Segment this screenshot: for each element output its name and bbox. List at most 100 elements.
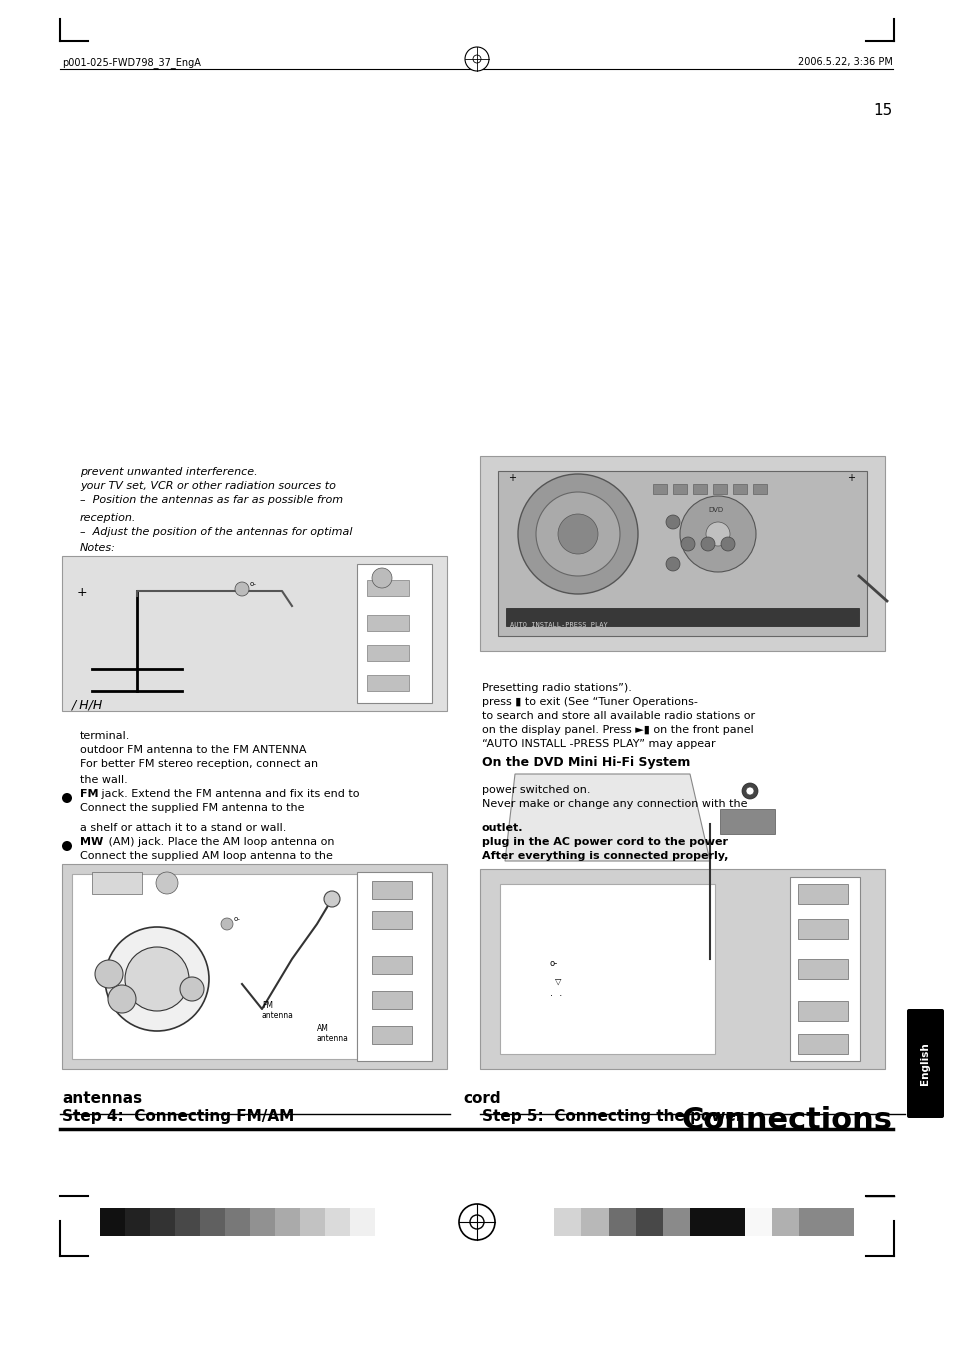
Text: –  Position the antennas as far as possible from: – Position the antennas as far as possib…	[80, 494, 343, 505]
Bar	[479, 869, 884, 1069]
Text: +: +	[846, 473, 854, 484]
Bar	[150, 1208, 174, 1236]
Circle shape	[62, 842, 71, 851]
Bar	[717, 1208, 744, 1236]
Circle shape	[705, 521, 729, 546]
Bar	[71, 874, 356, 1059]
Text: After everything is connected properly,: After everything is connected properly,	[481, 851, 727, 861]
Bar	[100, 1208, 125, 1236]
Text: outlet.: outlet.	[481, 823, 523, 834]
Bar	[608, 1208, 635, 1236]
Circle shape	[558, 513, 598, 554]
Circle shape	[125, 947, 189, 1011]
Bar	[672, 484, 686, 494]
Text: cord: cord	[463, 1092, 500, 1106]
Text: antennas: antennas	[62, 1092, 142, 1106]
Bar	[479, 457, 884, 651]
Text: a shelf or attach it to a stand or wall.: a shelf or attach it to a stand or wall.	[80, 823, 286, 834]
Text: +: +	[77, 586, 88, 598]
Circle shape	[156, 871, 178, 894]
Text: Step 4:  Connecting FM/AM: Step 4: Connecting FM/AM	[62, 1109, 294, 1124]
Text: on the display panel. Press ►▮ on the front panel: on the display panel. Press ►▮ on the fr…	[481, 725, 753, 735]
Text: jack. Extend the FM antenna and fix its end to: jack. Extend the FM antenna and fix its …	[98, 789, 359, 798]
Text: DVD: DVD	[707, 507, 722, 513]
Bar	[752, 484, 766, 494]
Text: For better FM stereo reception, connect an: For better FM stereo reception, connect …	[80, 759, 317, 769]
Text: FM: FM	[80, 789, 98, 798]
Text: AUTO INSTALL-PRESS PLAY: AUTO INSTALL-PRESS PLAY	[510, 621, 607, 628]
Bar	[200, 1208, 225, 1236]
Text: “AUTO INSTALL -PRESS PLAY” may appear: “AUTO INSTALL -PRESS PLAY” may appear	[481, 739, 715, 748]
Text: Step 5:  Connecting the power: Step 5: Connecting the power	[481, 1109, 742, 1124]
Text: your TV set, VCR or other radiation sources to: your TV set, VCR or other radiation sour…	[80, 481, 335, 490]
Bar	[662, 1208, 690, 1236]
Bar	[652, 484, 666, 494]
Circle shape	[679, 496, 755, 571]
Text: terminal.: terminal.	[80, 731, 131, 740]
Text: press ▮ to exit (See “Tuner Operations-: press ▮ to exit (See “Tuner Operations-	[481, 697, 698, 707]
Bar	[274, 1208, 299, 1236]
Bar	[299, 1208, 325, 1236]
Circle shape	[458, 1204, 495, 1240]
Text: the wall.: the wall.	[80, 775, 128, 785]
Bar	[62, 865, 447, 1069]
Text: MW: MW	[80, 838, 103, 847]
Text: (AM) jack. Place the AM loop antenna on: (AM) jack. Place the AM loop antenna on	[105, 838, 335, 847]
Circle shape	[62, 793, 71, 802]
Text: 15: 15	[471, 57, 482, 68]
Text: On the DVD Mini Hi-Fi System: On the DVD Mini Hi-Fi System	[481, 757, 690, 769]
Text: Never make or change any connection with the: Never make or change any connection with…	[481, 798, 747, 809]
Circle shape	[700, 536, 714, 551]
Circle shape	[741, 784, 758, 798]
Text: power switched on.: power switched on.	[481, 785, 590, 794]
Circle shape	[95, 961, 123, 988]
Circle shape	[720, 536, 734, 551]
Bar	[367, 676, 409, 690]
Circle shape	[464, 47, 489, 72]
Bar	[367, 615, 409, 631]
Circle shape	[536, 492, 619, 576]
Text: 2006.5.22, 3:36 PM: 2006.5.22, 3:36 PM	[798, 57, 892, 68]
Text: 15: 15	[873, 103, 892, 118]
FancyBboxPatch shape	[906, 1009, 943, 1119]
Text: Notes:: Notes:	[80, 543, 115, 553]
Bar	[826, 1208, 853, 1236]
Bar	[125, 1208, 150, 1236]
Bar	[505, 608, 858, 626]
Text: ▽: ▽	[555, 977, 561, 986]
Bar	[350, 1208, 375, 1236]
Circle shape	[221, 917, 233, 929]
Bar	[356, 563, 432, 703]
Text: AM
antenna: AM antenna	[316, 1024, 349, 1043]
Text: reception.: reception.	[80, 513, 136, 523]
Text: Connect the supplied AM loop antenna to the: Connect the supplied AM loop antenna to …	[80, 851, 333, 861]
Bar	[91, 871, 142, 894]
Text: to search and store all available radio stations or: to search and store all available radio …	[481, 711, 755, 721]
Text: / H/H: / H/H	[71, 698, 103, 712]
Bar	[744, 1208, 771, 1236]
Bar	[771, 1208, 799, 1236]
Bar	[580, 1208, 608, 1236]
Bar	[797, 884, 847, 904]
Bar	[797, 1001, 847, 1021]
Bar	[554, 1208, 580, 1236]
Bar	[225, 1208, 250, 1236]
Bar	[499, 884, 714, 1054]
Bar	[497, 471, 866, 636]
Text: o-: o-	[250, 581, 256, 586]
Text: p001-025-FWD798_37_EngA: p001-025-FWD798_37_EngA	[62, 57, 201, 68]
Bar	[692, 484, 706, 494]
Bar	[635, 1208, 662, 1236]
Text: FM
antenna: FM antenna	[262, 1001, 294, 1020]
Bar	[372, 1025, 412, 1044]
Text: +: +	[507, 473, 516, 484]
Bar	[720, 809, 774, 834]
Circle shape	[108, 985, 136, 1013]
Circle shape	[234, 582, 249, 596]
Circle shape	[324, 892, 339, 907]
Bar	[356, 871, 432, 1061]
Bar	[367, 644, 409, 661]
Bar	[797, 919, 847, 939]
Bar	[789, 877, 859, 1061]
Bar	[690, 1208, 717, 1236]
